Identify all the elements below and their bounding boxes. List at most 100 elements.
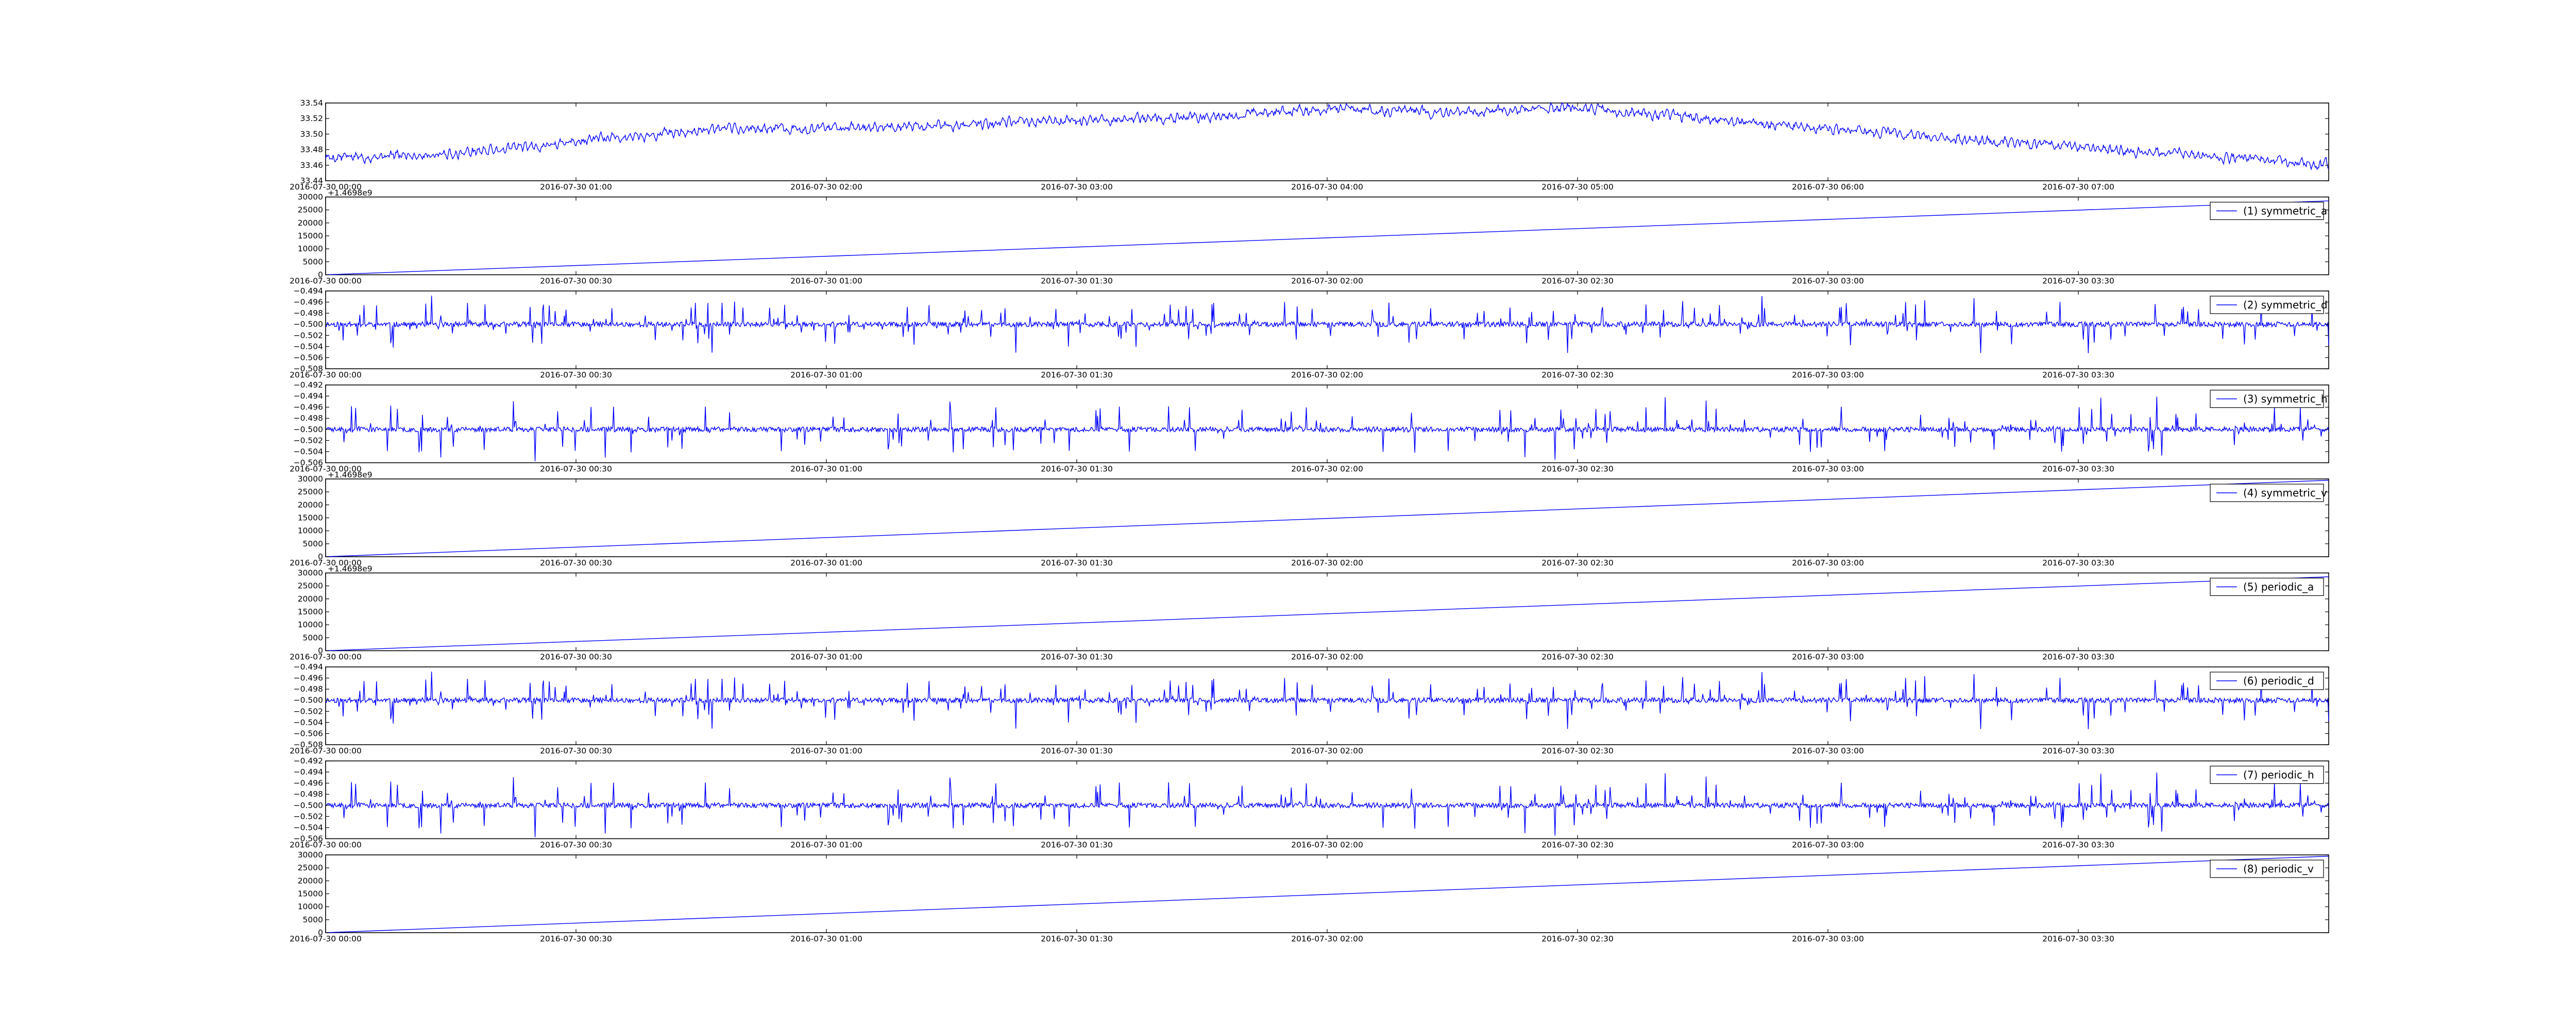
y-tick-label: −0.492	[294, 381, 323, 390]
axis-offset-label: +1.4698e9	[328, 470, 372, 479]
y-tick-label: 10000	[298, 244, 323, 253]
y-tick-label: −0.504	[294, 718, 323, 727]
x-tick-label: 2016-07-30 03:30	[2042, 653, 2114, 662]
subplot-8: 2016-07-30 00:00 2016-07-30 00:30 2016-07-…	[290, 757, 2329, 850]
y-tick-label: −0.500	[294, 696, 323, 705]
x-tick-label: 2016-07-30 00:00	[290, 558, 362, 568]
x-tick-label: 2016-07-30 01:00	[540, 182, 612, 192]
subplot-4: 2016-07-30 00:00 2016-07-30 00:30 2016-07-…	[290, 381, 2329, 474]
x-tick-label: 2016-07-30 01:30	[1041, 277, 1113, 286]
series-line-1-1	[325, 101, 2329, 171]
y-tick-label: −0.500	[294, 425, 323, 434]
x-tick-label: 2016-07-30 00:00	[290, 370, 362, 380]
series-line-4-1	[325, 397, 2329, 461]
x-tick-label: 2016-07-30 03:00	[1792, 558, 1864, 568]
subplot-7: 2016-07-30 00:00 2016-07-30 00:30 2016-07-…	[290, 662, 2329, 756]
x-tick-label: 2016-07-30 00:30	[540, 653, 612, 662]
x-tick-label: 2016-07-30 00:00	[290, 653, 362, 662]
y-tick-label: 15000	[298, 607, 323, 616]
x-tick-label: 2016-07-30 02:00	[1291, 558, 1363, 568]
y-tick-label: 25000	[298, 205, 323, 215]
x-tick-label: 2016-07-30 00:30	[540, 746, 612, 756]
legend-label: (8) periodic_v	[2243, 863, 2314, 875]
x-tick-label: 2016-07-30 03:00	[1792, 653, 1864, 662]
x-tick-label: 2016-07-30 02:00	[1291, 840, 1363, 850]
y-tick-label: 0	[318, 928, 323, 937]
y-tick-label: 5000	[303, 257, 323, 266]
x-tick-label: 2016-07-30 03:00	[1792, 746, 1864, 756]
y-tick-label: −0.502	[294, 436, 323, 445]
x-tick-label: 2016-07-30 01:00	[790, 840, 862, 850]
x-tick-label: 2016-07-30 02:00	[1291, 370, 1363, 380]
x-tick-label: 2016-07-30 01:30	[1041, 370, 1113, 380]
legend: (5) periodic_a	[2210, 577, 2324, 596]
y-tick-label: −0.506	[294, 353, 323, 362]
legend: (4) symmetric_v	[2210, 484, 2327, 502]
y-tick-label: −0.508	[294, 740, 323, 749]
legend-label: (1) symmetric_a	[2243, 205, 2327, 217]
x-tick-label: 2016-07-30 03:30	[2042, 558, 2114, 568]
series-line-6-1	[325, 576, 2329, 651]
x-tick-label: 2016-07-30 03:00	[1041, 182, 1113, 192]
x-tick-label: 2016-07-30 01:30	[1041, 934, 1113, 943]
y-tick-label: 25000	[298, 863, 323, 872]
x-tick-label: 2016-07-30 01:00	[790, 370, 862, 380]
legend: (6) periodic_d	[2210, 672, 2324, 690]
x-tick-label: 2016-07-30 00:30	[540, 934, 612, 943]
x-tick-label: 2016-07-30 03:30	[2042, 277, 2114, 286]
y-tick-label: −0.506	[294, 834, 323, 844]
y-tick-label: −0.502	[294, 812, 323, 821]
y-tick-label: 0	[318, 552, 323, 561]
y-tick-label: −0.498	[294, 414, 323, 423]
y-tick-label: 25000	[298, 487, 323, 496]
subplot-3: 2016-07-30 00:00 2016-07-30 00:30 2016-07-…	[290, 286, 2329, 380]
x-tick-label: 2016-07-30 00:30	[540, 465, 612, 474]
y-tick-label: −0.506	[294, 729, 323, 738]
y-tick-label: 33.50	[300, 129, 323, 139]
x-tick-label: 2016-07-30 06:00	[1792, 182, 1864, 192]
subplot-6: 2016-07-30 00:00 2016-07-30 00:30 2016-07-…	[290, 564, 2329, 662]
y-tick-label: 10000	[298, 620, 323, 629]
y-tick-label: −0.504	[294, 447, 323, 456]
y-tick-label: 5000	[303, 539, 323, 548]
y-tick-label: 20000	[298, 218, 323, 228]
y-tick-label: −0.504	[294, 823, 323, 832]
x-tick-label: 2016-07-30 00:00	[290, 934, 362, 943]
y-tick-label: 20000	[298, 500, 323, 509]
x-tick-label: 2016-07-30 01:30	[1041, 558, 1113, 568]
legend-label: (3) symmetric_h	[2243, 393, 2328, 405]
y-tick-label: −0.494	[294, 391, 323, 401]
x-tick-label: 2016-07-30 02:30	[1541, 934, 1614, 943]
x-tick-label: 2016-07-30 04:00	[1291, 182, 1363, 192]
x-tick-label: 2016-07-30 02:00	[1291, 277, 1363, 286]
x-tick-label: 2016-07-30 00:00	[290, 840, 362, 850]
x-tick-label: 2016-07-30 00:30	[540, 277, 612, 286]
x-tick-label: 2016-07-30 00:00	[290, 182, 362, 192]
x-tick-label: 2016-07-30 00:30	[540, 558, 612, 568]
x-tick-label: 2016-07-30 07:00	[2042, 182, 2114, 192]
x-tick-label: 2016-07-30 03:00	[1792, 465, 1864, 474]
y-tick-label: 0	[318, 270, 323, 280]
y-tick-label: 30000	[298, 474, 323, 484]
x-tick-label: 2016-07-30 01:00	[790, 746, 862, 756]
x-tick-label: 2016-07-30 02:30	[1541, 465, 1614, 474]
legend-label: (6) periodic_d	[2243, 675, 2314, 687]
y-tick-label: −0.506	[294, 458, 323, 468]
y-tick-label: −0.498	[294, 789, 323, 799]
y-tick-label: 20000	[298, 594, 323, 604]
legend: (7) periodic_h	[2210, 765, 2324, 784]
y-tick-label: −0.496	[294, 674, 323, 683]
axis-offset-label: +1.4698e9	[328, 188, 372, 198]
y-tick-label: 33.46	[300, 161, 323, 170]
legend-label: (4) symmetric_v	[2243, 487, 2327, 499]
x-tick-label: 2016-07-30 02:00	[1291, 465, 1363, 474]
y-tick-label: −0.496	[294, 403, 323, 412]
y-tick-label: 33.52	[300, 114, 323, 123]
subplot-1: 2016-07-30 00:00 2016-07-30 01:00 2016-07-…	[290, 98, 2329, 192]
x-tick-label: 2016-07-30 02:30	[1541, 277, 1614, 286]
y-tick-label: 10000	[298, 526, 323, 536]
x-tick-label: 2016-07-30 05:00	[1541, 182, 1614, 192]
legend-label: (5) periodic_a	[2243, 581, 2314, 593]
x-tick-label: 2016-07-30 03:30	[2042, 746, 2114, 756]
